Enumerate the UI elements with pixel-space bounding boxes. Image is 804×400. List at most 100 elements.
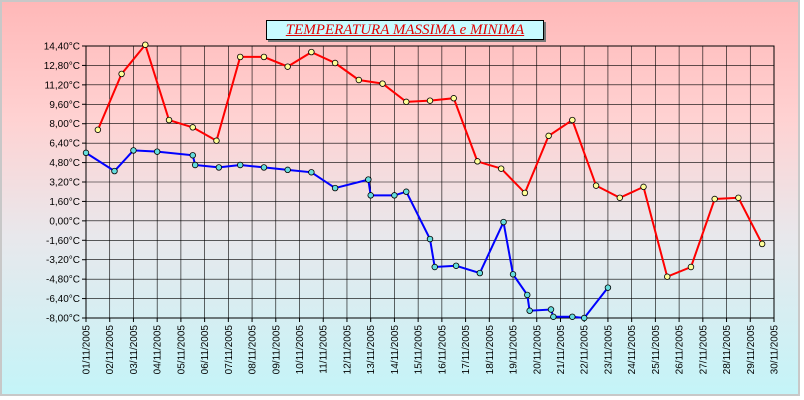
data-point (687, 263, 695, 271)
x-tick-label: 05/11/2005 (176, 325, 187, 375)
data-point (547, 306, 555, 313)
y-tick-label: 8,00°C (49, 119, 80, 130)
data-point (308, 48, 315, 56)
x-tick-label: 09/11/2005 (271, 325, 282, 375)
data-point (189, 152, 196, 159)
y-tick-label: 14,40°C (44, 42, 80, 53)
x-tick-label: 16/11/2005 (437, 325, 448, 375)
data-point (735, 194, 742, 201)
data-point (497, 165, 505, 172)
data-point (569, 313, 576, 320)
data-point (474, 158, 481, 165)
x-tick-label: 18/11/2005 (485, 325, 496, 375)
data-point (426, 97, 434, 104)
y-tick-label: -1,60°C (46, 236, 80, 247)
series-2 (82, 147, 612, 322)
y-tick-label: 1,60°C (49, 197, 80, 208)
data-point (82, 149, 90, 157)
data-point (476, 269, 484, 277)
chart-title: TEMPERATURA MASSIMA e MINIMA (266, 20, 544, 40)
data-point (604, 284, 612, 291)
data-point (94, 126, 102, 133)
x-tick-label: 26/11/2005 (675, 325, 686, 375)
data-point (379, 80, 386, 87)
x-axis-ticks: 01/11/2005 02/11/2005 03/11/2005 04/11/2005… (82, 318, 781, 374)
x-tick-label: 06/11/2005 (200, 325, 211, 375)
data-point (616, 194, 623, 201)
data-point (450, 95, 457, 102)
data-point (592, 182, 600, 189)
x-tick-label: 02/11/2005 (105, 325, 116, 375)
data-point (213, 137, 220, 144)
y-tick-label: 4,80°C (49, 158, 80, 169)
x-tick-label: 19/11/2005 (509, 325, 520, 375)
x-tick-label: 15/11/2005 (414, 325, 425, 375)
data-point (165, 116, 173, 124)
x-tick-label: 13/11/2005 (366, 325, 377, 375)
data-point (111, 167, 118, 175)
data-point (521, 189, 529, 197)
x-tick-label: 03/11/2005 (129, 325, 140, 375)
data-point (284, 63, 291, 70)
data-point (237, 161, 244, 169)
x-tick-label: 21/11/2005 (556, 325, 567, 375)
data-point (526, 307, 533, 314)
data-point (215, 164, 223, 171)
data-point (237, 53, 244, 61)
y-tick-label: 0,00°C (49, 216, 80, 227)
data-point (260, 164, 268, 171)
x-tick-label: 22/11/2005 (580, 325, 591, 375)
data-point (118, 70, 125, 78)
data-point (758, 240, 766, 248)
x-tick-label: 28/11/2005 (722, 325, 733, 375)
data-point (260, 53, 268, 61)
x-tick-label: 01/11/2005 (82, 325, 93, 375)
data-point (545, 132, 552, 140)
data-point (130, 147, 137, 154)
y-tick-label: -4,80°C (46, 275, 80, 286)
x-tick-label: 17/11/2005 (461, 325, 472, 375)
data-point (524, 291, 531, 299)
data-point (365, 176, 372, 183)
data-point (569, 116, 576, 124)
data-point (189, 124, 196, 131)
data-point (664, 273, 671, 280)
data-point (640, 183, 647, 191)
series-layer (82, 41, 766, 322)
data-point (367, 192, 374, 199)
data-point (431, 263, 438, 271)
data-point (153, 148, 161, 155)
y-axis-ticks: 14,40°C 12,80°C 11,20°C 9,60°C 8,00°C 6,40°C 4… (44, 42, 86, 325)
data-point (331, 59, 339, 67)
y-tick-label: 11,20°C (44, 80, 80, 91)
y-tick-label: 12,80°C (44, 61, 80, 72)
y-tick-label: -8,00°C (46, 314, 80, 325)
x-tick-label: 12/11/2005 (342, 325, 353, 375)
data-point (403, 98, 410, 106)
y-tick-label: 6,40°C (49, 139, 80, 150)
data-point (550, 313, 557, 320)
x-tick-label: 04/11/2005 (153, 325, 164, 375)
series-1 (94, 41, 766, 280)
x-tick-label: 20/11/2005 (532, 325, 543, 375)
data-point (355, 76, 363, 84)
data-point (509, 271, 517, 278)
y-tick-label: -6,40°C (46, 294, 80, 305)
data-point (711, 195, 718, 203)
x-tick-label: 24/11/2005 (627, 325, 638, 375)
x-tick-label: 10/11/2005 (295, 325, 306, 375)
x-tick-label: 27/11/2005 (698, 325, 709, 375)
x-tick-label: 25/11/2005 (651, 325, 662, 375)
data-point (581, 314, 588, 322)
data-point (452, 262, 460, 269)
x-tick-label: 30/11/2005 (770, 325, 781, 375)
data-point (308, 169, 315, 176)
data-point (142, 41, 149, 48)
data-point (403, 188, 410, 195)
data-point (331, 184, 339, 192)
grid-lines (85, 45, 775, 319)
x-tick-label: 14/11/2005 (390, 325, 401, 375)
data-point (426, 235, 434, 243)
